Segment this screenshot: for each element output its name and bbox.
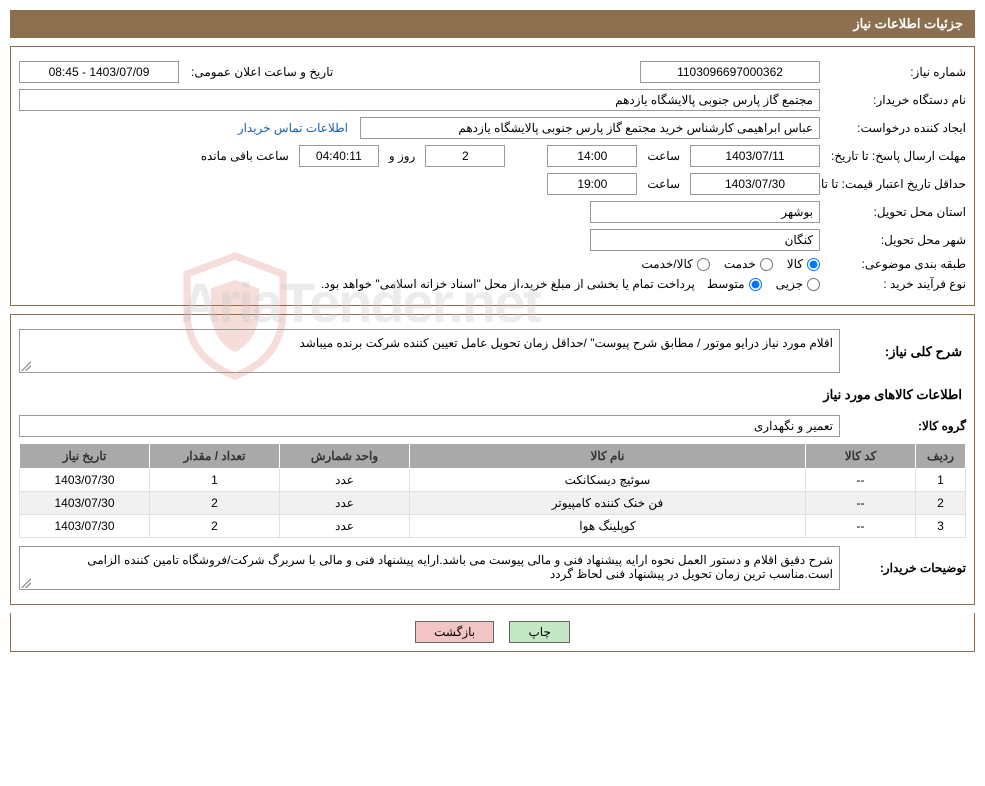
table-cell: -- <box>806 492 916 515</box>
category-label: طبقه بندی موضوعی: <box>826 257 966 271</box>
table-header: تاریخ نیاز <box>20 444 150 469</box>
table-cell: 2 <box>150 492 280 515</box>
buyer-notes-label: توضیحات خریدار: <box>846 561 966 575</box>
response-deadline-date: 1403/07/11 <box>690 145 820 167</box>
province-value: بوشهر <box>590 201 820 223</box>
table-cell: 2 <box>916 492 966 515</box>
radio-both-label: کالا/خدمت <box>641 257 692 271</box>
need-number-label: شماره نیاز: <box>826 65 966 79</box>
buyer-contact-link[interactable]: اطلاعات تماس خریدار <box>232 121 354 135</box>
response-days: 2 <box>425 145 505 167</box>
table-header: ردیف <box>916 444 966 469</box>
response-remain-label: ساعت باقی مانده <box>197 149 293 163</box>
response-time-label: ساعت <box>643 149 684 163</box>
table-row: 1--سوئیچ دیسکانکتعدد11403/07/30 <box>20 469 966 492</box>
button-row: چاپ بازگشت <box>10 613 975 652</box>
goods-group-label: گروه کالا: <box>846 419 966 433</box>
province-label: استان محل تحویل: <box>826 205 966 219</box>
table-cell: 3 <box>916 515 966 538</box>
goods-table: ردیفکد کالانام کالاواحد شمارشتعداد / مقد… <box>19 443 966 538</box>
response-deadline-time: 14:00 <box>547 145 637 167</box>
back-button[interactable]: بازگشت <box>415 621 494 643</box>
response-deadline-label: مهلت ارسال پاسخ: تا تاریخ: <box>826 149 966 163</box>
response-days-label: روز و <box>385 149 420 163</box>
table-cell: 1 <box>916 469 966 492</box>
process-option-medium[interactable]: متوسط <box>707 277 762 291</box>
table-header: نام کالا <box>410 444 806 469</box>
table-cell: 2 <box>150 515 280 538</box>
table-cell: 1403/07/30 <box>20 469 150 492</box>
process-type-radio-group: جزیی متوسط <box>707 277 820 291</box>
radio-medium-label: متوسط <box>707 277 745 291</box>
table-cell: عدد <box>280 515 410 538</box>
resize-handle-icon[interactable] <box>21 578 31 588</box>
goods-info-header: اطلاعات کالاهای مورد نیاز <box>19 379 966 409</box>
table-cell: فن خنک کننده کامپیوتر <box>410 492 806 515</box>
table-cell: -- <box>806 515 916 538</box>
resize-handle-icon[interactable] <box>21 361 31 371</box>
price-validity-time: 19:00 <box>547 173 637 195</box>
need-desc-textarea[interactable]: اقلام مورد نیاز درایو موتور / مطابق شرح … <box>19 329 840 373</box>
goods-group-value: تعمیر و نگهداری <box>19 415 840 437</box>
need-desc-label: شرح کلی نیاز: <box>846 336 966 366</box>
category-option-goods[interactable]: کالا <box>787 257 820 271</box>
buyer-notes-textarea[interactable]: شرح دقیق اقلام و دستور العمل نحوه ارایه … <box>19 546 840 590</box>
city-value: کنگان <box>590 229 820 251</box>
category-radio-group: کالا خدمت کالا/خدمت <box>641 257 820 271</box>
category-option-service[interactable]: خدمت <box>724 257 773 271</box>
price-validity-date: 1403/07/30 <box>690 173 820 195</box>
radio-minor[interactable] <box>807 278 820 291</box>
table-cell: 1 <box>150 469 280 492</box>
radio-service-label: خدمت <box>724 257 756 271</box>
table-header: واحد شمارش <box>280 444 410 469</box>
radio-minor-label: جزیی <box>776 277 803 291</box>
table-header: کد کالا <box>806 444 916 469</box>
response-remain: 04:40:11 <box>299 145 379 167</box>
announce-datetime-label: تاریخ و ساعت اعلان عمومی: <box>185 65 333 79</box>
announce-datetime-value: 1403/07/09 - 08:45 <box>19 61 179 83</box>
price-validity-time-label: ساعت <box>643 177 684 191</box>
table-row: 2--فن خنک کننده کامپیوترعدد21403/07/30 <box>20 492 966 515</box>
price-validity-label: حداقل تاریخ اعتبار قیمت: تا تاریخ: <box>826 177 966 191</box>
radio-medium[interactable] <box>749 278 762 291</box>
table-cell: عدد <box>280 492 410 515</box>
table-header: تعداد / مقدار <box>150 444 280 469</box>
radio-goods-label: کالا <box>787 257 803 271</box>
table-cell: سوئیچ دیسکانکت <box>410 469 806 492</box>
print-button[interactable]: چاپ <box>509 621 569 643</box>
table-cell: کوپلینگ هوا <box>410 515 806 538</box>
category-option-both[interactable]: کالا/خدمت <box>641 257 709 271</box>
need-number-value: 1103096697000362 <box>640 61 820 83</box>
table-row: 3--کوپلینگ هواعدد21403/07/30 <box>20 515 966 538</box>
requester-value: عباس ابراهیمی کارشناس خرید مجتمع گاز پار… <box>360 117 820 139</box>
process-type-note: پرداخت تمام یا بخشی از مبلغ خرید،از محل … <box>321 277 701 291</box>
details-panel: شماره نیاز: 1103096697000362 تاریخ و ساع… <box>10 46 975 306</box>
city-label: شهر محل تحویل: <box>826 233 966 247</box>
radio-service[interactable] <box>760 258 773 271</box>
table-cell: -- <box>806 469 916 492</box>
process-type-label: نوع فرآیند خرید : <box>826 277 966 291</box>
radio-both[interactable] <box>697 258 710 271</box>
page-title: جزئیات اطلاعات نیاز <box>10 10 975 38</box>
table-cell: 1403/07/30 <box>20 515 150 538</box>
table-cell: 1403/07/30 <box>20 492 150 515</box>
need-desc-text: اقلام مورد نیاز درایو موتور / مطابق شرح … <box>299 336 833 350</box>
buyer-device-label: نام دستگاه خریدار: <box>826 93 966 107</box>
buyer-notes-text: شرح دقیق اقلام و دستور العمل نحوه ارایه … <box>87 553 833 581</box>
needs-panel: شرح کلی نیاز: اقلام مورد نیاز درایو موتو… <box>10 314 975 605</box>
radio-goods[interactable] <box>807 258 820 271</box>
buyer-device-value: مجتمع گاز پارس جنوبی پالایشگاه یازدهم <box>19 89 820 111</box>
table-cell: عدد <box>280 469 410 492</box>
process-option-minor[interactable]: جزیی <box>776 277 820 291</box>
requester-label: ایجاد کننده درخواست: <box>826 121 966 135</box>
